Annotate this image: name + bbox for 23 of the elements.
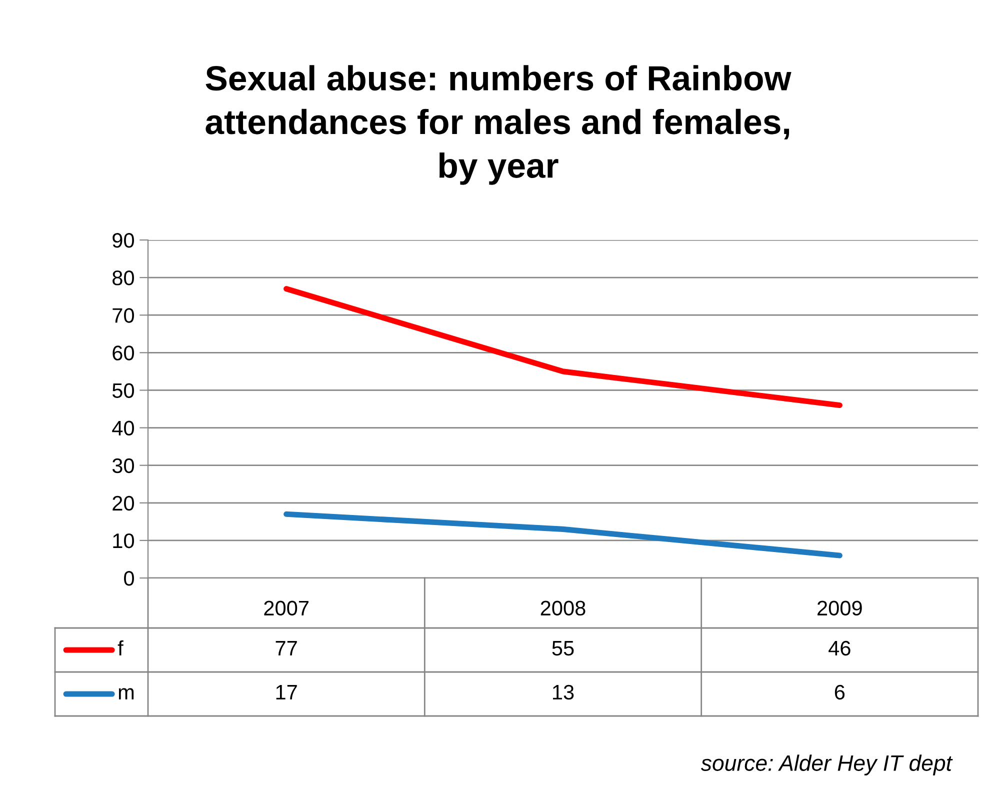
y-tick-label: 50 (112, 383, 134, 398)
y-tick-label: 60 (112, 346, 134, 360)
data-label: 55 (552, 641, 574, 656)
data-label: 46 (828, 640, 850, 656)
x-tick-label: 2008 (540, 600, 586, 616)
source-note: source: Alder Hey IT dept (700, 754, 953, 776)
y-tick-label: 80 (112, 270, 134, 286)
y-tick-label: 20 (112, 496, 134, 511)
legend-label: m (118, 688, 134, 700)
y-tick-label: 90 (112, 233, 134, 248)
y-tick-label: 40 (112, 420, 134, 436)
x-tick-label: 2007 (264, 600, 308, 616)
x-tick-label: 2009 (818, 600, 862, 616)
y-tick-label: 70 (112, 308, 134, 323)
chart-title: Sexual abuse: numbers of Rainbow attendances for males and females, by year (206, 65, 792, 185)
y-tick-label: 30 (112, 458, 134, 474)
legend-label: f (118, 640, 124, 656)
y-tick-label: 10 (113, 533, 134, 548)
data-label: 13 (553, 684, 574, 700)
data-label: 77 (276, 641, 297, 656)
data-label: 17 (276, 685, 297, 700)
y-tick-label: 0 (124, 571, 134, 586)
data-label: 6 (834, 684, 845, 700)
